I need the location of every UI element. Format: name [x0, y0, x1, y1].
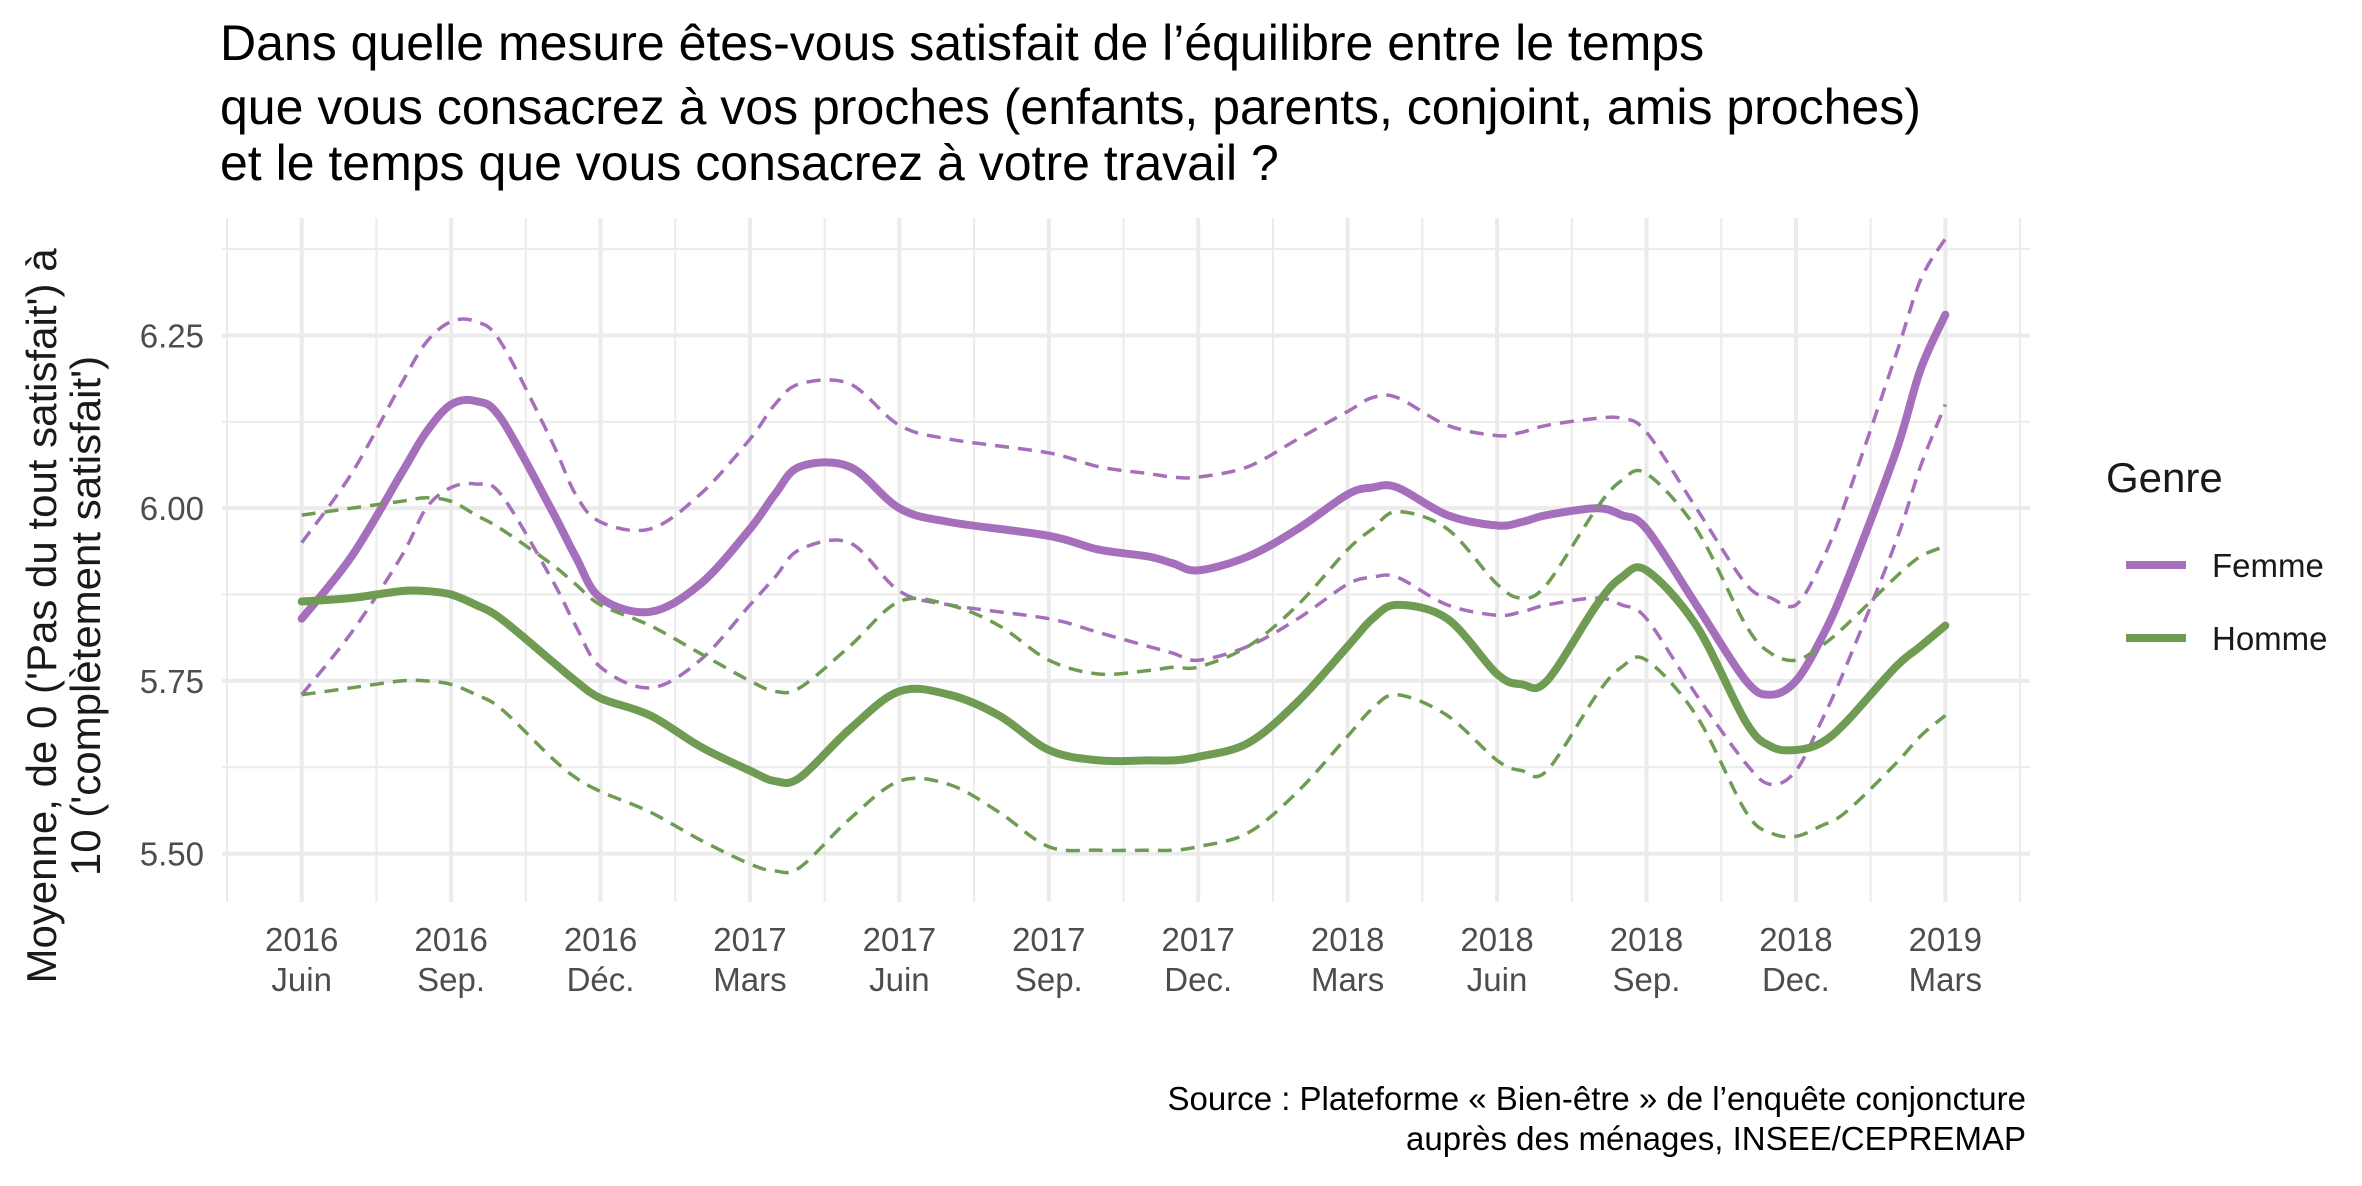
- legend-title: Genre: [2106, 454, 2223, 501]
- x-axis-ticks: 2016Juin2016Sep.2016Déc.2017Mars2017Juin…: [265, 921, 1982, 998]
- x-tick-label: Mars: [1909, 961, 1982, 998]
- x-tick-label: Juin: [869, 961, 930, 998]
- x-tick-year: 2018: [1610, 921, 1683, 958]
- y-axis-label-line-2: 10 ('complètement satisfait'): [62, 356, 109, 876]
- x-tick-label: Juin: [271, 961, 332, 998]
- x-tick-year: 2016: [265, 921, 338, 958]
- x-tick-label: Mars: [1311, 961, 1384, 998]
- x-tick-year: 2017: [863, 921, 936, 958]
- caption-line-1: Source : Plateforme « Bien-être » de l’e…: [1167, 1080, 2026, 1117]
- y-axis-label: Moyenne, de 0 ('Pas du tout satisfait') …: [18, 248, 109, 984]
- x-tick-label: Sep.: [1613, 961, 1681, 998]
- x-tick-label: Dec.: [1164, 961, 1232, 998]
- y-tick-label: 5.50: [140, 836, 204, 873]
- chart-title-line-1: Dans quelle mesure êtes-vous satisfait d…: [220, 15, 1704, 71]
- x-tick-year: 2017: [1162, 921, 1235, 958]
- x-tick-year: 2017: [1012, 921, 1085, 958]
- legend: Genre Femme Homme: [2106, 454, 2328, 657]
- x-tick-year: 2016: [564, 921, 637, 958]
- caption-line-2: auprès des ménages, INSEE/CEPREMAP: [1406, 1120, 2026, 1157]
- x-tick-year: 2017: [713, 921, 786, 958]
- legend-label-femme: Femme: [2212, 547, 2324, 584]
- chart-title-line-3: et le temps que vous consacrez à votre t…: [220, 135, 1279, 191]
- x-tick-label: Sep.: [1015, 961, 1083, 998]
- y-axis-label-line-1: Moyenne, de 0 ('Pas du tout satisfait') …: [18, 248, 65, 984]
- x-tick-year: 2019: [1909, 921, 1982, 958]
- x-tick-label: Dec.: [1762, 961, 1830, 998]
- x-tick-year: 2018: [1460, 921, 1533, 958]
- x-tick-label: Juin: [1467, 961, 1528, 998]
- y-tick-label: 6.00: [140, 490, 204, 527]
- legend-items: Femme Homme: [2126, 547, 2328, 657]
- plot-series: [297, 237, 1950, 875]
- series-femme-line: [297, 310, 1950, 699]
- x-tick-label: Sep.: [417, 961, 485, 998]
- chart-title-line-2: que vous consacrez à vos proches (enfant…: [220, 79, 1921, 135]
- y-tick-label: 5.75: [140, 663, 204, 700]
- x-tick-year: 2018: [1759, 921, 1832, 958]
- series-femme-upper-bound: [300, 237, 1947, 609]
- series-homme-line: [297, 563, 1950, 788]
- series-homme-upper-bound: [301, 468, 1946, 695]
- legend-label-homme: Homme: [2212, 620, 2328, 657]
- caption: Source : Plateforme « Bien-être » de l’e…: [1167, 1080, 2026, 1157]
- chart-title: Dans quelle mesure êtes-vous satisfait d…: [220, 15, 1921, 191]
- x-tick-year: 2016: [414, 921, 487, 958]
- x-tick-year: 2018: [1311, 921, 1384, 958]
- series-femme-lower-bound: [300, 403, 1947, 787]
- y-axis-ticks: 5.50 5.75 6.00 6.25: [140, 317, 204, 872]
- x-tick-label: Déc.: [567, 961, 635, 998]
- x-tick-label: Mars: [713, 961, 786, 998]
- plot-grid: [222, 218, 2030, 902]
- series-homme-lower-bound: [301, 655, 1947, 875]
- y-tick-label: 6.25: [140, 317, 204, 354]
